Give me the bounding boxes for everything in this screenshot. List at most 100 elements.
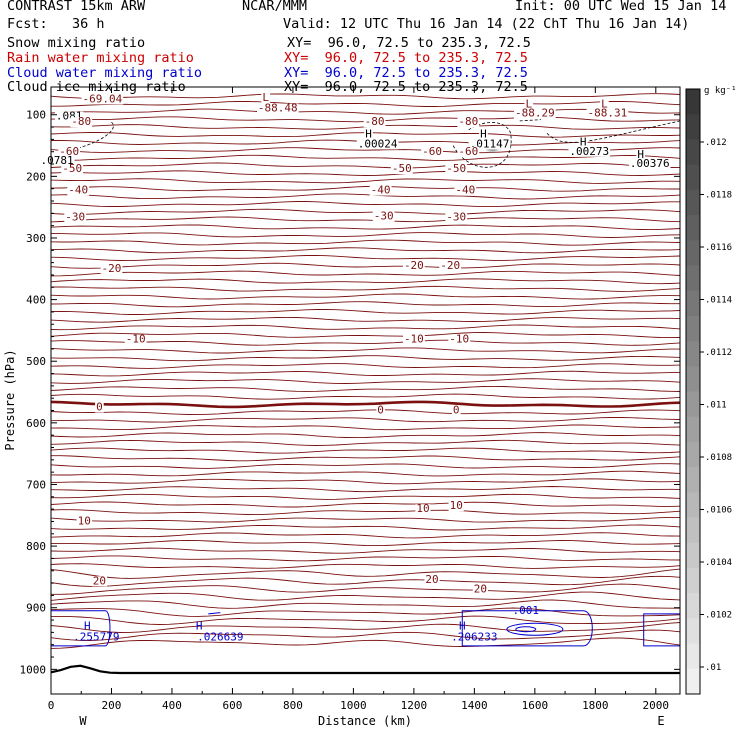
contour-label: -30 — [65, 211, 85, 224]
contour-line — [50, 637, 681, 649]
colorbar-segment — [686, 618, 700, 645]
contour-label: H — [637, 148, 644, 161]
contour-line — [50, 393, 681, 400]
contour-line — [50, 607, 681, 617]
contour-label: .00273 — [569, 145, 609, 158]
contour-label: H — [365, 128, 372, 141]
contour-label: -30 — [446, 211, 466, 224]
field-cloudwater-xy: XY= 96.0, 72.5 to 235.3, 72.5 — [284, 65, 528, 81]
contour-line — [50, 599, 680, 609]
contour-label: 0 — [377, 404, 384, 417]
label-bg — [479, 129, 488, 140]
contour-label: -40 — [68, 184, 88, 197]
model-title: CONTRAST 15km ARW — [7, 0, 146, 14]
label-bg — [363, 117, 386, 128]
colorbar-segment — [686, 315, 700, 342]
label-bg — [95, 402, 104, 413]
colorbar-segment — [686, 517, 700, 544]
contour-label: -60 — [59, 145, 79, 158]
contour-line — [50, 409, 681, 416]
colorbar-segment — [686, 441, 700, 468]
contour-line — [50, 201, 680, 208]
colorbar-segment — [686, 668, 700, 695]
contour-line — [50, 324, 681, 331]
contour-line — [50, 185, 680, 192]
label-bg — [448, 334, 471, 345]
contour-line — [50, 108, 681, 115]
contour-line — [50, 278, 681, 285]
contour-line — [50, 162, 681, 169]
contour-line — [50, 332, 681, 339]
contour-line — [50, 424, 681, 431]
cloud-water-label: H — [196, 619, 203, 632]
colorbar-segment — [686, 366, 700, 392]
label-bg — [457, 146, 480, 157]
contour-label: L — [525, 97, 532, 110]
field-rain-name: Rain water mixing ratio — [7, 50, 194, 66]
label-bg — [586, 108, 629, 119]
label-bg — [628, 159, 671, 170]
ice-contour — [519, 119, 541, 122]
west-label: W — [79, 714, 87, 728]
contour-line — [50, 486, 681, 493]
label-bg — [70, 117, 93, 128]
colorbar-tick-label: .012 — [705, 138, 727, 148]
contour-line — [50, 524, 681, 531]
contour-line — [50, 478, 681, 485]
label-bg — [124, 334, 147, 345]
label-bg — [439, 260, 462, 271]
colorbar-segment — [686, 643, 700, 670]
contour-line — [50, 555, 681, 562]
label-bg — [524, 99, 534, 110]
cloud-water-contours — [51, 610, 680, 647]
label-bg — [402, 260, 425, 271]
plot-border — [50, 86, 681, 695]
colorbar-segment — [686, 139, 700, 166]
contour-label: -50 — [392, 162, 412, 175]
contour-line — [50, 493, 681, 500]
label-bg — [390, 164, 413, 175]
y-tick-label: 100 — [26, 109, 46, 122]
contour-label: -88.48 — [258, 102, 298, 115]
contour-label: -40 — [455, 184, 475, 197]
colorbar-tick-label: .0112 — [705, 348, 732, 358]
contour-line — [50, 224, 681, 231]
contour-label: 10 — [416, 502, 429, 515]
label-bg — [578, 137, 588, 148]
contour-label: -10 — [449, 333, 469, 346]
contour-line — [50, 385, 681, 392]
cloud-water-contour — [515, 626, 537, 633]
cloud-water-contour — [51, 610, 111, 647]
contour-line — [50, 563, 681, 569]
contour-line — [50, 208, 681, 215]
colorbar-segment — [686, 189, 700, 216]
contour-label: -20 — [440, 259, 460, 272]
contour-label: .0781 — [40, 154, 73, 167]
contour-line — [51, 101, 681, 107]
label-bg — [415, 504, 431, 515]
cloud-water-label: .206233 — [451, 630, 497, 643]
label-bg — [54, 111, 84, 122]
x-tick-label: 1600 — [522, 699, 549, 712]
colorbar-segment — [686, 542, 700, 569]
label-bg — [356, 139, 399, 150]
colorbar-segment — [686, 416, 700, 443]
contour-line — [50, 301, 680, 308]
colorbar-tick-label: .0106 — [705, 506, 732, 516]
contour-label: -10 — [126, 333, 146, 346]
contour-label: -20 — [404, 259, 424, 272]
cloud-water-contour — [506, 622, 564, 636]
contour-label: -80 — [458, 115, 478, 128]
contour-line — [50, 270, 681, 277]
contour-label: -40 — [371, 184, 391, 197]
contour-label: H — [580, 136, 587, 149]
contour-line — [50, 501, 681, 508]
contour-line — [50, 347, 680, 354]
contour-line — [50, 540, 681, 547]
label-bg — [372, 211, 395, 222]
colorbar-segment — [686, 215, 700, 241]
contour-line — [50, 463, 681, 469]
snow-contour — [452, 122, 512, 168]
contour-line — [50, 193, 681, 200]
contour-line — [50, 439, 681, 446]
